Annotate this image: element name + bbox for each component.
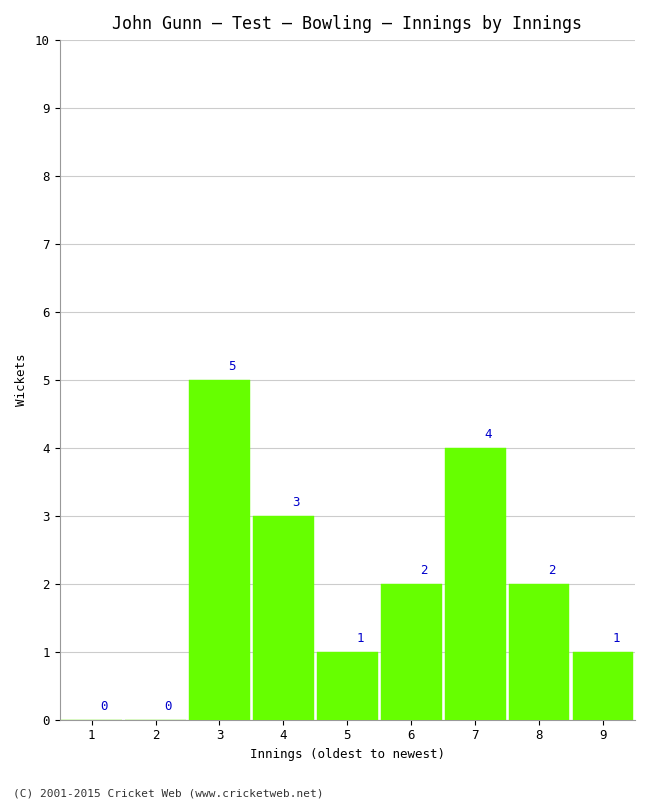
Text: 1: 1 [356, 632, 364, 645]
Y-axis label: Wickets: Wickets [15, 354, 28, 406]
Bar [381, 584, 441, 720]
Text: 4: 4 [484, 428, 491, 441]
Bar [317, 652, 378, 720]
Text: (C) 2001-2015 Cricket Web (www.cricketweb.net): (C) 2001-2015 Cricket Web (www.cricketwe… [13, 788, 324, 798]
Text: 1: 1 [612, 632, 619, 645]
Bar [253, 516, 314, 720]
Bar [509, 584, 569, 720]
Bar [189, 380, 250, 720]
Text: 2: 2 [548, 564, 556, 577]
Text: 0: 0 [101, 700, 108, 713]
Text: 0: 0 [164, 700, 172, 713]
Bar [445, 448, 506, 720]
X-axis label: Innings (oldest to newest): Innings (oldest to newest) [250, 748, 445, 761]
Bar [573, 652, 633, 720]
Text: 5: 5 [229, 360, 236, 373]
Title: John Gunn – Test – Bowling – Innings by Innings: John Gunn – Test – Bowling – Innings by … [112, 15, 582, 33]
Text: 3: 3 [292, 496, 300, 509]
Text: 2: 2 [421, 564, 428, 577]
